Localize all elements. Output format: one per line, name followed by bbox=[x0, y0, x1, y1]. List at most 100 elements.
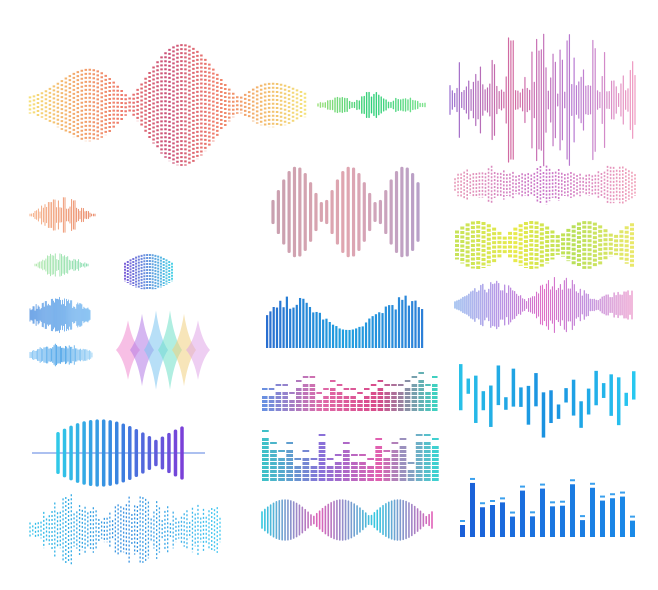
bar bbox=[490, 505, 495, 537]
bar bbox=[302, 298, 305, 348]
peak bbox=[460, 520, 465, 522]
segment bbox=[423, 454, 431, 457]
segment bbox=[391, 396, 397, 399]
segment bbox=[418, 380, 424, 383]
segment bbox=[316, 400, 322, 403]
segment bbox=[316, 404, 322, 407]
peak bbox=[294, 458, 302, 460]
peak bbox=[282, 384, 288, 386]
segment bbox=[282, 408, 288, 411]
segment bbox=[270, 458, 277, 461]
peak bbox=[289, 392, 295, 394]
bar bbox=[481, 391, 486, 411]
segment bbox=[351, 466, 358, 469]
segment bbox=[391, 392, 397, 395]
peak bbox=[278, 450, 285, 452]
bar bbox=[489, 385, 493, 427]
flame bbox=[144, 310, 168, 390]
peak bbox=[399, 438, 407, 440]
equalizer bbox=[262, 372, 438, 411]
peak bbox=[580, 515, 585, 518]
light-blue-wave bbox=[29, 343, 93, 367]
segment bbox=[399, 474, 407, 477]
segment bbox=[432, 446, 439, 449]
bar bbox=[272, 307, 275, 348]
segment bbox=[415, 478, 423, 481]
peak bbox=[330, 380, 336, 382]
segment bbox=[399, 466, 407, 469]
segment bbox=[359, 462, 366, 465]
segment bbox=[330, 392, 336, 395]
segment bbox=[418, 408, 424, 411]
segment bbox=[262, 450, 269, 453]
segment bbox=[398, 400, 404, 403]
segment bbox=[375, 466, 383, 469]
segment bbox=[296, 408, 302, 411]
segment bbox=[302, 462, 310, 465]
bar bbox=[397, 297, 401, 348]
bar bbox=[564, 388, 568, 403]
blue-line-wave bbox=[29, 296, 91, 334]
segment bbox=[407, 478, 415, 481]
bar bbox=[511, 368, 516, 407]
peak bbox=[510, 511, 515, 514]
segment bbox=[423, 478, 431, 481]
bar bbox=[401, 299, 404, 348]
segment bbox=[391, 458, 399, 461]
segment bbox=[415, 474, 423, 477]
segment bbox=[364, 396, 370, 399]
peak bbox=[500, 497, 505, 500]
segment bbox=[282, 396, 288, 399]
segment bbox=[302, 458, 310, 461]
segment bbox=[343, 404, 350, 407]
segment bbox=[262, 400, 268, 403]
segment bbox=[309, 400, 316, 403]
bar bbox=[308, 306, 312, 348]
segment bbox=[415, 446, 423, 449]
peak bbox=[286, 442, 294, 444]
segment bbox=[286, 466, 294, 469]
segment bbox=[370, 396, 377, 399]
segment bbox=[268, 396, 275, 399]
peak bbox=[326, 458, 334, 460]
segment bbox=[302, 396, 309, 399]
segment bbox=[330, 404, 336, 407]
segment bbox=[318, 458, 326, 461]
segment bbox=[375, 454, 383, 457]
segment bbox=[359, 470, 366, 473]
segment bbox=[286, 478, 294, 481]
segment bbox=[336, 396, 343, 399]
rainbow-flames bbox=[116, 310, 210, 390]
rose-bars bbox=[271, 166, 420, 258]
segment bbox=[296, 388, 302, 391]
segment bbox=[262, 458, 269, 461]
peak bbox=[418, 372, 424, 374]
segment bbox=[375, 478, 383, 481]
segment bbox=[323, 396, 329, 399]
segment bbox=[268, 408, 275, 411]
segment bbox=[367, 466, 374, 469]
segment bbox=[268, 404, 275, 407]
segment bbox=[342, 458, 350, 461]
segment bbox=[432, 466, 439, 469]
peak bbox=[610, 493, 615, 496]
flame bbox=[158, 310, 182, 390]
spindle-wave bbox=[56, 419, 184, 487]
segment bbox=[326, 474, 334, 477]
bar bbox=[298, 297, 302, 348]
bar bbox=[388, 305, 391, 348]
peak bbox=[364, 388, 370, 390]
segment bbox=[343, 396, 350, 399]
segment bbox=[262, 474, 269, 477]
segment bbox=[370, 392, 377, 395]
segment bbox=[384, 392, 390, 395]
segment bbox=[425, 404, 431, 407]
segment bbox=[262, 478, 269, 481]
violet-wave bbox=[454, 276, 633, 334]
segment bbox=[296, 396, 302, 399]
segment bbox=[310, 470, 318, 473]
segment bbox=[270, 462, 277, 465]
blue-gradient-bars bbox=[460, 477, 635, 537]
segment bbox=[336, 392, 343, 395]
segment bbox=[342, 454, 350, 457]
